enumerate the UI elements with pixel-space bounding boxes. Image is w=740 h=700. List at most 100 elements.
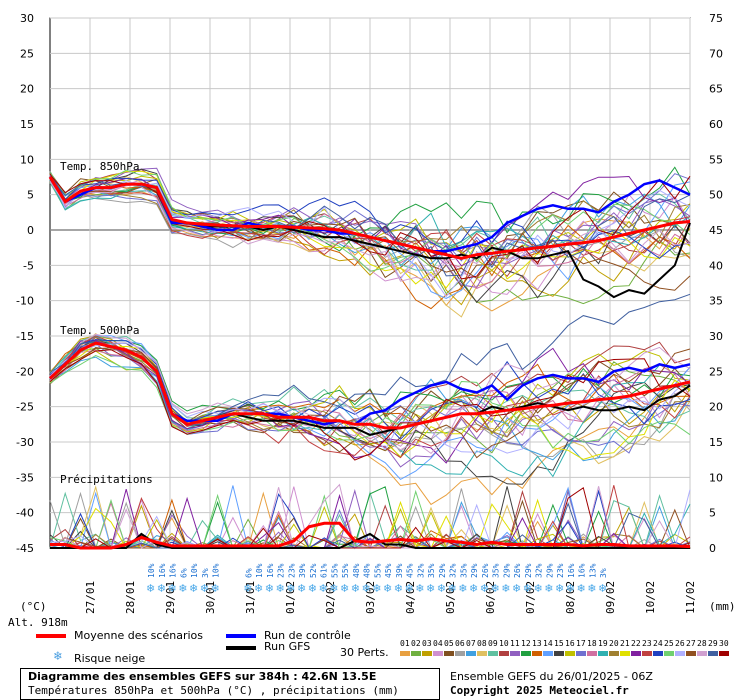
snow-risk-value: 29% [545, 563, 554, 578]
perturbation-swatch [532, 651, 542, 656]
x-tick-label: 31/01 [244, 581, 257, 614]
snowflake-icon: ❄ [448, 582, 457, 595]
perturbation-swatch [455, 651, 465, 656]
perturbation-swatch [598, 651, 608, 656]
precip-panel-label: Précipitations [60, 473, 153, 486]
snow-risk-value: 10% [147, 563, 156, 578]
snowflake-icon: ❄ [54, 649, 62, 664]
snowflake-icon: ❄ [383, 582, 392, 595]
mean-t500-line [48, 341, 691, 430]
chart-subtitle: Températures 850hPa et 500hPa (°C) , pré… [28, 684, 399, 697]
snow-risk-value: 3% [599, 568, 608, 578]
right-tick-label: 70 [709, 47, 723, 60]
perturbation-id: 22 [631, 639, 641, 648]
x-tick-label: 03/02 [364, 581, 377, 614]
perturbation-swatch [620, 651, 630, 656]
snow-risk-value: 16% [169, 563, 178, 578]
perturbation-swatch [664, 651, 674, 656]
perturbation-swatch [466, 651, 476, 656]
left-tick-label: -45 [16, 542, 34, 555]
perturbation-t850-line [49, 181, 691, 282]
snowflake-icon: ❄ [512, 582, 521, 595]
legend-snow-label: Risque neige [74, 652, 146, 665]
right-tick-label: 35 [709, 295, 723, 308]
snow-risk-value: 39% [298, 563, 307, 578]
perturbation-id: 26 [675, 639, 685, 648]
right-tick-label: 45 [709, 224, 723, 237]
snow-risk-value: 16% [567, 563, 576, 578]
left-tick-label: 15 [20, 118, 34, 131]
perturbation-t500-line [49, 347, 691, 459]
perturbation-id: 21 [620, 639, 630, 648]
perturbation-id: 19 [598, 639, 608, 648]
perturbation-id: 28 [697, 639, 707, 648]
snowflake-icon: ❄ [523, 582, 532, 595]
snowflake-icon: ❄ [329, 582, 338, 595]
snow-risk-value: 45% [406, 563, 415, 578]
perturbation-swatch [422, 651, 432, 656]
perturbation-id: 30 [719, 639, 729, 648]
perturbation-id: 14 [543, 639, 553, 648]
perturbation-id: 02 [411, 639, 421, 648]
perturbation-id: 08 [477, 639, 487, 648]
perturbation-swatch [708, 651, 718, 656]
right-tick-label: 25 [709, 365, 723, 378]
perturbation-t850-line [49, 167, 691, 288]
perturbation-id: 16 [565, 639, 575, 648]
altitude-label: Alt. 918m [8, 616, 68, 629]
perturbation-t850-line [49, 171, 691, 262]
perturbation-id: 17 [576, 639, 586, 648]
snowflake-icon: ❄ [501, 582, 510, 595]
perturbation-id: 12 [521, 639, 531, 648]
snow-risk-value: 35% [492, 563, 501, 578]
perturbation-swatch [433, 651, 443, 656]
snowflake-icon: ❄ [534, 582, 543, 595]
ensemble-info: Ensemble GEFS du 26/01/2025 - 06Z [450, 670, 653, 683]
x-tick-label: 02/02 [324, 581, 337, 614]
perturbation-swatch [565, 651, 575, 656]
snowflake-icon: ❄ [286, 582, 295, 595]
snow-risk-value: 16% [158, 563, 167, 578]
left-tick-label: 5 [27, 189, 34, 202]
snow-risk-value: 29% [470, 563, 479, 578]
snow-risk-value: 45% [384, 563, 393, 578]
snowflake-icon: ❄ [146, 582, 155, 595]
snow-risk-value: 6% [244, 568, 253, 578]
x-tick-label: 28/01 [124, 581, 137, 614]
x-tick-label: 30/01 [204, 581, 217, 614]
left-axis-unit: (°C) [20, 600, 47, 613]
legend-gfs-label: Run GFS [264, 640, 311, 653]
perturbation-t500-line [49, 339, 691, 417]
right-tick-label: 10 [709, 471, 723, 484]
left-tick-label: -15 [16, 330, 34, 343]
snowflake-icon: ❄ [566, 582, 575, 595]
snowflake-icon: ❄ [168, 582, 177, 595]
snow-risk-value: 55% [341, 563, 350, 578]
snowflake-icon: ❄ [426, 582, 435, 595]
snow-risk-value: 32% [416, 563, 425, 578]
x-tick-label: 10/02 [644, 581, 657, 614]
snow-risk-value: 10% [190, 563, 199, 578]
perturbation-swatch [488, 651, 498, 656]
snow-risk-value: 29% [524, 563, 533, 578]
perturbation-swatch [477, 651, 487, 656]
perturbation-t850-line [49, 173, 691, 291]
snowflake-icon: ❄ [555, 582, 564, 595]
perturbation-id: 27 [686, 639, 696, 648]
snowflake-icon: ❄ [319, 582, 328, 595]
perturbation-swatch [631, 651, 641, 656]
snowflake-icon: ❄ [491, 582, 500, 595]
legend-mean-swatch [36, 634, 66, 638]
legend-gfs-swatch [226, 646, 256, 650]
perturbation-swatch [400, 651, 410, 656]
perturbation-swatch [697, 651, 707, 656]
right-tick-label: 20 [709, 401, 723, 414]
left-tick-label: -40 [16, 507, 34, 520]
left-tick-label: -20 [16, 365, 34, 378]
mean-precip-line [50, 521, 691, 550]
left-tick-label: -5 [23, 259, 34, 272]
legend-control-label: Run de contrôle [264, 629, 351, 642]
legend-control-swatch [226, 634, 256, 638]
perturbation-id: 07 [466, 639, 476, 648]
snowflake-icon: ❄ [265, 582, 274, 595]
